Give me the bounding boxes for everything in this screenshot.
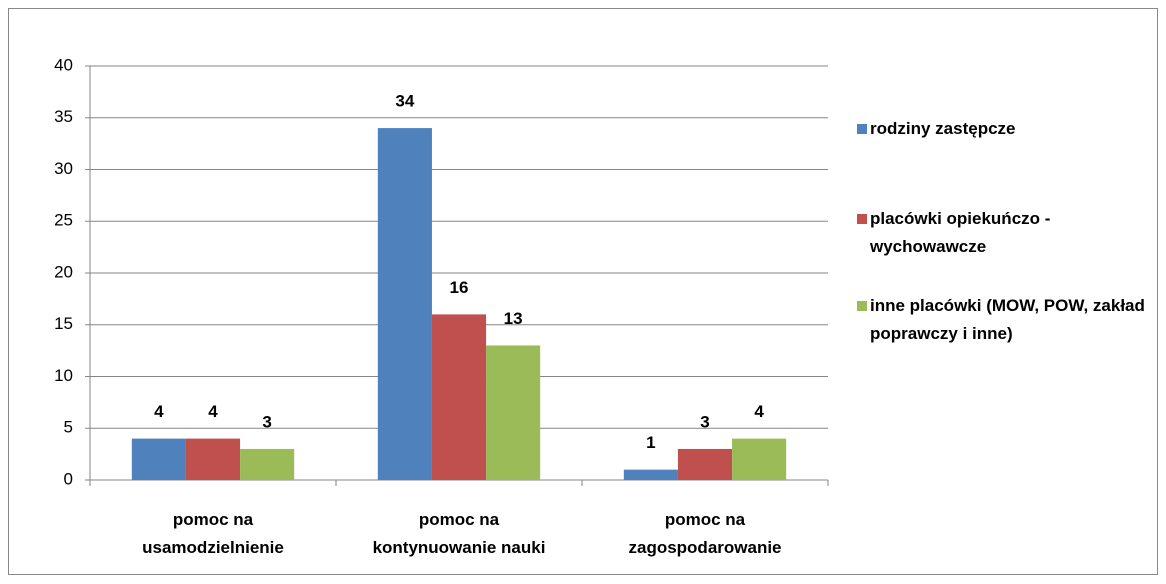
data-label: 4 (208, 402, 218, 421)
data-label: 3 (700, 412, 709, 431)
legend-entry: placówki opiekuńczo - wychowawcze (857, 205, 1147, 261)
legend-entry: inne placówki (MOW, POW, zakład poprawcz… (857, 292, 1147, 348)
y-tick-label: 0 (64, 469, 73, 488)
x-tick-label: pomoc na zagospodarowanie (628, 510, 782, 557)
bar (377, 128, 432, 480)
bar (677, 448, 733, 480)
bar (185, 438, 241, 480)
y-tick-label: 40 (54, 55, 73, 74)
data-label: 13 (504, 309, 523, 328)
data-label: 1 (646, 433, 655, 452)
bar (240, 448, 295, 480)
data-label: 16 (450, 278, 469, 297)
y-tick-label: 15 (54, 314, 73, 333)
y-tick-label: 10 (54, 366, 73, 385)
legend-label: inne placówki (MOW, POW, zakład poprawcz… (870, 296, 1145, 343)
legend-swatch (857, 301, 867, 311)
y-tick-label: 25 (54, 211, 73, 230)
y-tick-label: 30 (54, 159, 73, 178)
bar (131, 438, 186, 480)
legend-swatch (857, 124, 867, 134)
bar (732, 438, 787, 480)
y-tick-label: 35 (54, 107, 73, 126)
x-tick-label: pomoc na usamodzielnienie (142, 510, 284, 557)
y-tick-label: 5 (64, 418, 73, 437)
bar (486, 345, 541, 480)
legend-label: rodziny zastępcze (870, 119, 1016, 138)
y-tick-label: 20 (54, 262, 73, 281)
data-label: 4 (154, 402, 164, 421)
bar (431, 314, 487, 480)
bar (623, 469, 678, 480)
legend-label: placówki opiekuńczo - wychowawcze (870, 209, 1051, 256)
legend-entry: rodziny zastępcze (857, 115, 1147, 143)
x-tick-label: pomoc na kontynuowanie nauki (372, 510, 546, 557)
data-label: 3 (262, 412, 271, 431)
data-label: 4 (754, 402, 764, 421)
legend-swatch (857, 214, 867, 224)
data-label: 34 (395, 92, 414, 111)
